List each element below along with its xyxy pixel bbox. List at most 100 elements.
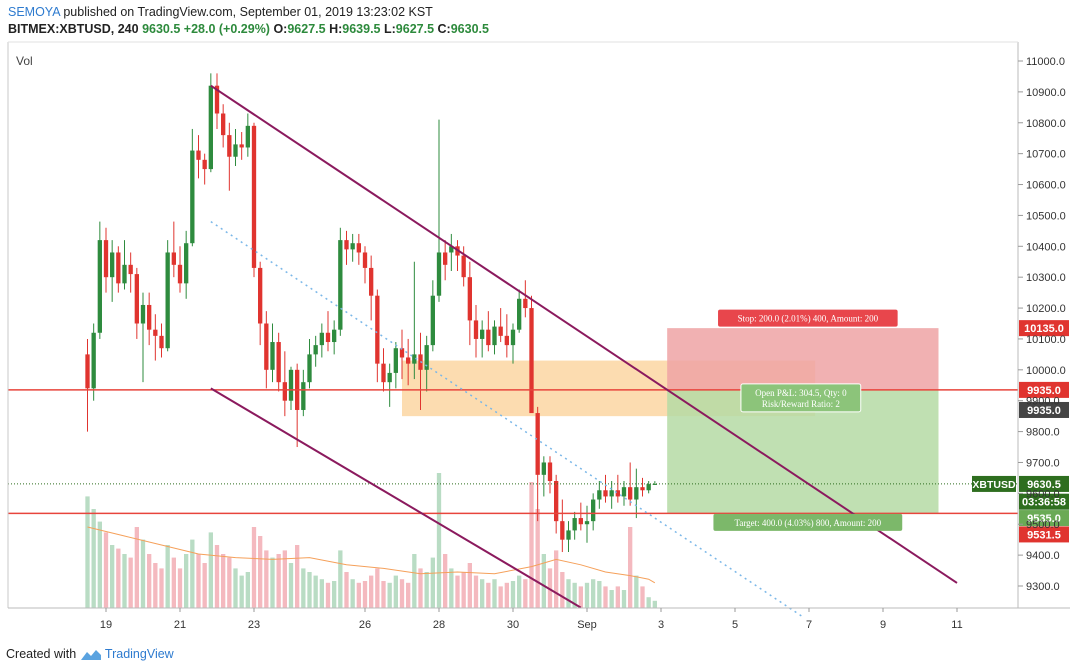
high-label: H: [329, 22, 343, 36]
tradingview-brand-link[interactable]: TradingView [104, 647, 174, 661]
y-tick-label: 9600.0 [1026, 488, 1060, 500]
footer-credit: Created with TradingView [6, 647, 174, 662]
price-chart[interactable]: Stop: 200.0 (2.01%) 400, Amount: 200 Targ… [0, 0, 1082, 640]
volume-bar [325, 582, 331, 608]
close-value: 9630.5 [450, 22, 489, 36]
volume-bar [319, 579, 324, 608]
volume-bar [523, 579, 528, 608]
author-link[interactable]: SEMOYA [8, 5, 60, 19]
candle-body [387, 372, 392, 383]
x-tick-label: 9 [880, 619, 886, 631]
volume-bar [517, 575, 522, 608]
close-label: C: [437, 22, 451, 36]
volume-bar [584, 582, 590, 608]
volume-bar [455, 575, 460, 608]
candle-body [97, 240, 102, 333]
y-tick-label: 10900.0 [1026, 87, 1066, 99]
y-tick-label: 9900.0 [1026, 396, 1060, 408]
candle-body [190, 150, 195, 244]
x-tick-label: 23 [248, 619, 260, 631]
volume-bar [510, 581, 516, 608]
price-tag-text: 10135.0 [1024, 323, 1064, 335]
volume-bar [332, 581, 337, 608]
candle-body [85, 354, 90, 389]
volume-bar [449, 568, 454, 608]
target-label[interactable]: Target: 400.0 (4.03%) 800, Amount: 200 [713, 513, 903, 531]
symbol-info-bar: BITMEX:XBTUSD, 240 9630.5 +28.0 (+0.29%)… [8, 22, 489, 36]
volume-bar [461, 572, 466, 608]
volume-bar [609, 590, 614, 608]
volume-bar [597, 581, 602, 608]
candle-body [165, 252, 170, 349]
volume-bar [430, 557, 435, 608]
candle-body [153, 329, 158, 336]
channel-lower-trendline[interactable] [210, 387, 582, 609]
candle-body [406, 357, 411, 364]
y-tick-label: 10000.0 [1026, 365, 1066, 377]
price-tag-bg [1019, 510, 1069, 527]
tradingview-logo-icon [80, 649, 101, 660]
channel-upper-trendline[interactable] [210, 84, 958, 584]
candle-body [338, 240, 343, 330]
candle-body [492, 326, 497, 346]
volume-bar [128, 557, 133, 608]
volume-bar [282, 550, 287, 608]
price-tag-bg [1019, 475, 1069, 492]
y-tick-label: 9700.0 [1026, 457, 1060, 469]
stop-loss-zone[interactable] [667, 328, 939, 390]
low-value: 9627.5 [395, 22, 435, 36]
volume-bar [387, 582, 392, 608]
volume-bar [245, 572, 250, 608]
candle-body [646, 484, 651, 491]
y-tick-label: 9400.0 [1026, 550, 1060, 562]
volume-bar [103, 532, 109, 608]
volume-bar [535, 509, 540, 608]
price-axis-tag: 9535.0 [1019, 510, 1069, 527]
y-tick-label: 10100.0 [1026, 334, 1066, 346]
y-tick-label: 9800.0 [1026, 427, 1060, 439]
candle-body [91, 332, 96, 389]
symbol-tag-text: XBTUSD [972, 479, 1016, 491]
candle-body [584, 521, 590, 525]
candle-body [116, 252, 121, 284]
price-axis-tag: 03:36:58 [1019, 493, 1069, 510]
price-axis-tag: 9531.5 [1019, 526, 1069, 543]
price-tag-bg [1019, 381, 1069, 398]
candle-body [597, 490, 602, 500]
created-with-text: Created with [6, 647, 77, 661]
volume-bar [362, 581, 368, 608]
candle-body [498, 326, 503, 336]
candle-body [480, 329, 485, 339]
price-tag-text: 9531.5 [1027, 529, 1061, 541]
y-tick-label: 10500.0 [1026, 210, 1066, 222]
volume-bar [350, 579, 355, 608]
candle-body [196, 150, 201, 160]
candle-body [621, 487, 627, 497]
candle-body [344, 240, 349, 250]
volume-bar [381, 581, 386, 608]
dotted-trendline[interactable] [210, 220, 804, 618]
volume-bar [640, 586, 645, 608]
pnl-label-text: Risk/Reward Ratio: 2 [762, 399, 840, 409]
volume-pane-label: Vol [16, 54, 33, 68]
volume-bar [399, 579, 405, 608]
x-tick-label: 21 [174, 619, 186, 631]
candle-body [184, 243, 189, 284]
candle-body [214, 85, 220, 114]
volume-bar [177, 568, 183, 608]
volume-bar [184, 554, 189, 608]
stop-label[interactable]: Stop: 200.0 (2.01%) 400, Amount: 200 [718, 309, 898, 327]
price-tag-bg [1019, 493, 1069, 510]
x-tick-label: 28 [433, 619, 445, 631]
volume-bar [110, 545, 115, 608]
candle-body [128, 264, 133, 275]
candle-body [159, 335, 164, 349]
volume-bar [264, 550, 269, 608]
target-label-text: Target: 400.0 (4.03%) 800, Amount: 200 [734, 518, 881, 528]
volume-bar [97, 521, 102, 608]
candle-body [517, 298, 522, 330]
volume-bar [356, 582, 361, 608]
candle-body [147, 304, 152, 330]
x-tick-label: 5 [732, 619, 738, 631]
